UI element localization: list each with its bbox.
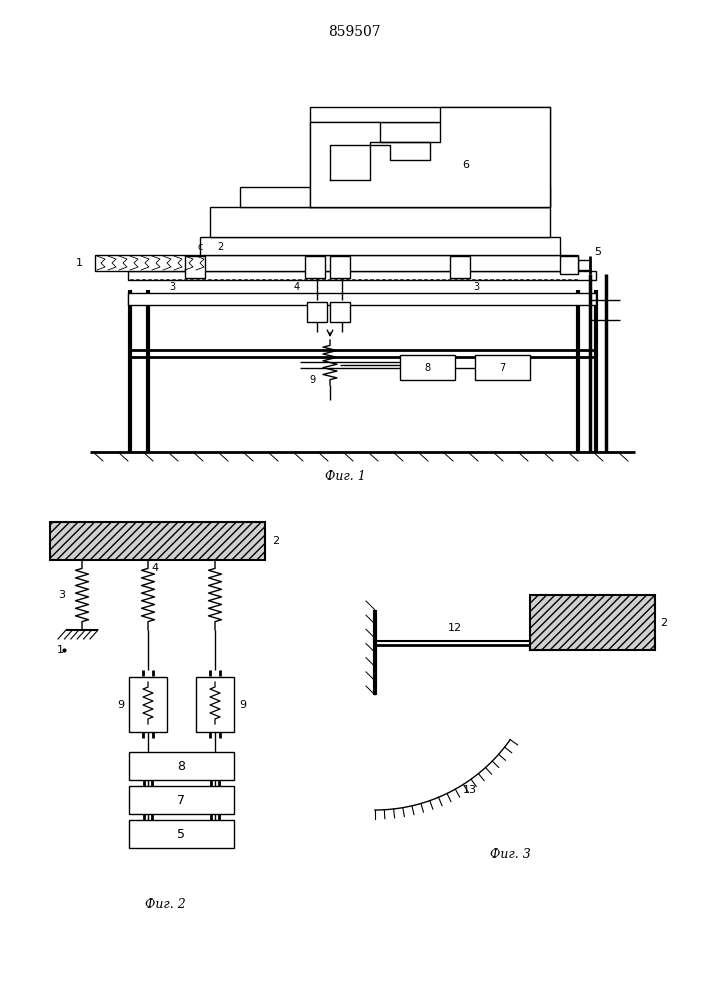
Bar	[400, 355, 455, 380]
Text: 2: 2	[660, 617, 667, 628]
Bar	[200, 237, 560, 255]
Text: c: c	[197, 242, 203, 252]
Text: 5: 5	[177, 828, 185, 840]
Bar	[450, 256, 470, 278]
Text: Фиг. 1: Фиг. 1	[325, 470, 366, 483]
Text: 12: 12	[448, 623, 462, 633]
Bar	[129, 752, 234, 780]
Bar	[50, 522, 265, 560]
Text: 9: 9	[117, 700, 124, 710]
Text: 7: 7	[499, 363, 505, 373]
Text: 7: 7	[177, 794, 185, 806]
Bar	[305, 256, 325, 278]
Text: Фиг. 3: Фиг. 3	[490, 848, 530, 861]
Polygon shape	[310, 107, 550, 207]
Text: Фиг. 2: Фиг. 2	[145, 898, 185, 912]
Bar	[530, 595, 655, 650]
Text: 3: 3	[58, 590, 65, 600]
Bar	[330, 256, 350, 278]
Bar	[330, 302, 350, 322]
Bar	[307, 302, 327, 322]
Text: 1: 1	[57, 645, 64, 655]
Bar	[196, 677, 234, 732]
Bar	[129, 677, 167, 732]
Text: 2: 2	[217, 242, 223, 252]
Text: 3: 3	[473, 282, 479, 292]
Bar	[185, 256, 205, 278]
Text: 13: 13	[463, 785, 477, 795]
Bar	[560, 256, 578, 274]
Bar	[128, 293, 596, 305]
Bar	[210, 207, 550, 237]
Text: 1: 1	[76, 258, 83, 268]
Bar	[95, 255, 578, 271]
Bar	[129, 820, 234, 848]
Bar	[475, 355, 530, 380]
Bar	[310, 122, 550, 207]
Text: 8: 8	[177, 760, 185, 772]
Text: 3: 3	[169, 282, 175, 292]
Text: 6: 6	[462, 160, 469, 170]
Text: 9: 9	[239, 700, 246, 710]
Bar	[240, 187, 550, 207]
Text: 4: 4	[151, 563, 158, 573]
Text: 5: 5	[594, 247, 601, 257]
Text: 2: 2	[272, 536, 279, 546]
Bar	[128, 271, 596, 280]
Text: 859507: 859507	[327, 25, 380, 39]
Bar	[129, 786, 234, 814]
Text: 8: 8	[424, 363, 430, 373]
Text: 4: 4	[294, 282, 300, 292]
Bar	[310, 107, 550, 122]
Text: 9: 9	[310, 375, 316, 385]
